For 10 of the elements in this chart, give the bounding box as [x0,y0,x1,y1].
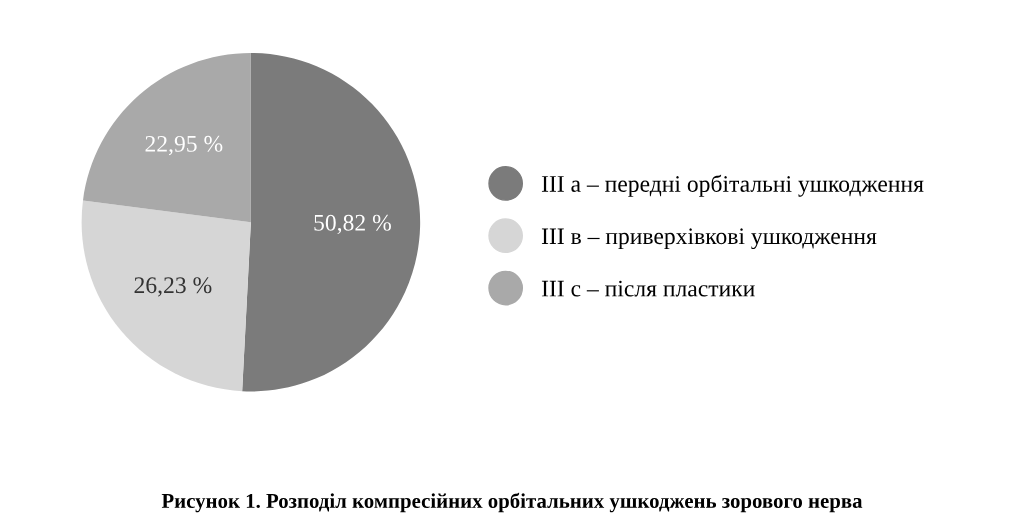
legend-label: III а – передні орбітальні ушкодження [541,174,924,197]
legend-label: III в – приверхівкові ушкодження [541,228,877,250]
data-label: 26,23 % [134,277,212,297]
pie-slice [83,52,251,223]
pie-slice [81,200,251,392]
text: Рисунок 1. Розподіл компресійних орбітальних ушкоджень зорового нерва [161,492,863,513]
legend-label: III с – після пластики [541,280,755,297]
data-label: 22,95 % [145,135,223,156]
pie-slice [242,52,421,392]
data-label: 50,82 % [314,214,391,235]
